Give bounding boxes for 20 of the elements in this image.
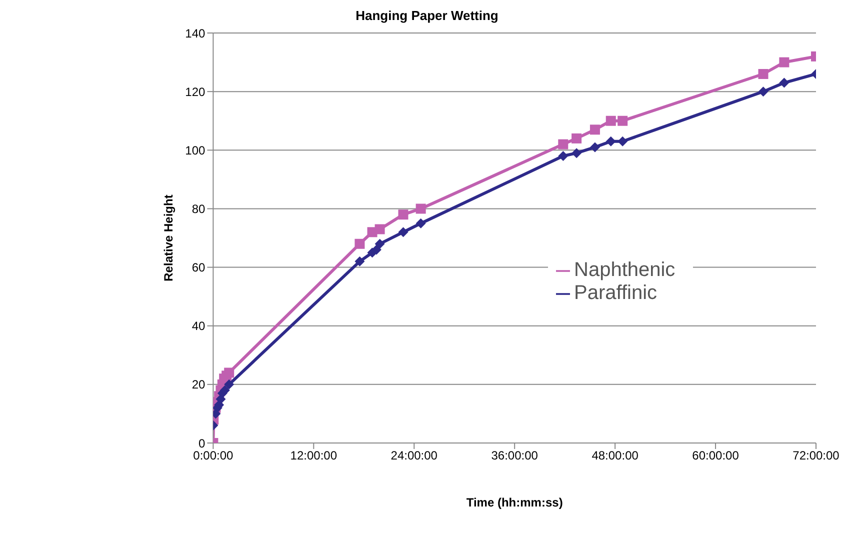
y-tick-label: 40	[192, 319, 206, 334]
y-axis-title: Relative Height	[161, 194, 176, 282]
legend-label: Naphthenic	[574, 259, 676, 281]
legend-label: Paraffinic	[574, 282, 658, 304]
x-tick-label: 36:00:00	[491, 448, 538, 463]
y-tick-label: 80	[192, 202, 206, 216]
chart-title: Hanging Paper Wetting	[354, 8, 500, 23]
x-tick-label: 48:00:00	[592, 448, 639, 463]
x-axis-title: Time (hh:mm:ss)	[466, 496, 563, 510]
y-tick-label: 0	[198, 436, 206, 450]
x-tick-label: 24:00:00	[390, 448, 438, 463]
y-tick-label: 60	[192, 260, 206, 275]
x-tick-label: 72:00:00	[792, 448, 840, 463]
y-tick-label: 20	[192, 378, 206, 392]
x-tick-label: 12:00:00	[290, 448, 338, 463]
x-tick-label: 60:00:00	[692, 448, 740, 463]
y-tick-label: 140	[185, 26, 206, 40]
y-tick-label: 120	[185, 84, 206, 99]
x-tick-label: 0:00:00	[193, 448, 234, 463]
y-tick-label: 100	[185, 143, 206, 158]
